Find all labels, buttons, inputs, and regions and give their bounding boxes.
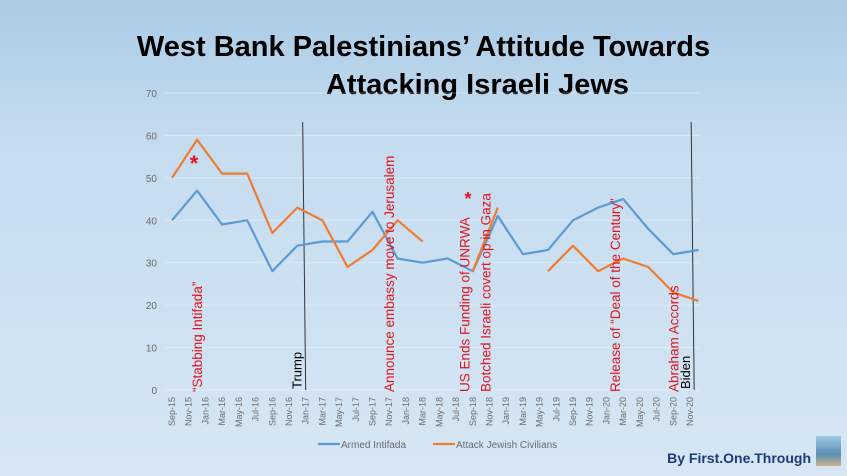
x-tick-label: Nov-17 (384, 397, 394, 426)
annotation-1: Announce embassy move to Jerusalem (382, 156, 397, 392)
y-tick-label: 40 (146, 216, 158, 227)
x-tick-label: May-17 (334, 397, 344, 427)
x-tick-label: Sep-16 (267, 397, 277, 426)
title-line-1: West Bank Palestinians’ Attitude Towards (136, 31, 711, 63)
x-tick-label: Nov-18 (484, 397, 494, 426)
x-tick-label: Nov-20 (685, 397, 695, 426)
x-tick-label: Mar-16 (217, 397, 227, 426)
x-tick-label: May-20 (635, 397, 645, 427)
y-tick-label: 70 (146, 89, 158, 100)
x-tick-label: Nov-19 (585, 397, 595, 426)
y-tick-label: 10 (146, 344, 158, 355)
x-tick-label: Jul-19 (551, 397, 561, 422)
legend-label-0: Armed Intifada (341, 440, 406, 451)
y-tick-label: 20 (146, 301, 158, 312)
event-label-trump: Trump (290, 352, 305, 389)
annotation-2: US Ends Funding of UNRWA (457, 217, 472, 392)
event-line-trump (302, 121, 307, 391)
y-tick-label: 60 (146, 131, 158, 142)
asterisk-marker: * (190, 151, 199, 176)
annotation-4: Release of “Deal of the Century” (608, 198, 623, 392)
x-tick-label: Sep-15 (167, 397, 177, 426)
annotation-0: “Stabbing Intifada” (190, 282, 205, 392)
x-tick-label: Jul-16 (251, 397, 261, 422)
event-line-biden (690, 121, 695, 391)
x-tick-label: Sep-17 (368, 397, 378, 426)
x-tick-label: May-16 (234, 397, 244, 427)
x-tick-label: Nov-15 (184, 397, 194, 426)
x-tick-label: Jan-19 (501, 397, 511, 425)
x-tick-label: May-19 (535, 397, 545, 427)
annotation-5: Abraham Accords (666, 285, 681, 392)
x-tick-label: Sep-20 (668, 397, 678, 426)
y-tick-label: 50 (146, 174, 158, 185)
x-tick-label: Mar-17 (317, 397, 327, 426)
x-tick-label: Jan-16 (200, 397, 210, 425)
x-tick-label: Mar-19 (518, 397, 528, 426)
asterisk-marker: * (464, 189, 471, 209)
y-tick-label: 30 (146, 259, 158, 270)
x-tick-label: Nov-16 (284, 397, 294, 426)
series-line-0 (171, 189, 699, 273)
chart-title: West Bank Palestinians’ Attitude Towards… (0, 28, 847, 104)
x-tick-label: Jan-17 (301, 397, 311, 425)
credit-text: By First.One.Through (667, 450, 811, 466)
x-tick-label: Jul-17 (351, 397, 361, 422)
site-logo (816, 436, 841, 466)
x-tick-label: Jan-20 (601, 397, 611, 425)
x-tick-label: Jan-18 (401, 397, 411, 425)
annotation-3: Botched Israeli covert op in Gaza (478, 193, 493, 392)
legend-label-1: Attack Jewish Civilians (456, 440, 557, 451)
event-label-biden: Biden (678, 356, 693, 389)
y-tick-label: 0 (151, 386, 157, 397)
x-tick-label: Mar-20 (618, 397, 628, 426)
x-tick-label: Sep-19 (568, 397, 578, 426)
x-tick-label: May-18 (434, 397, 444, 427)
title-line-2: Attacking Israeli Jews (325, 69, 630, 101)
x-tick-label: Mar-18 (418, 397, 428, 426)
x-tick-label: Jul-18 (451, 397, 461, 422)
x-tick-label: Jul-20 (652, 397, 662, 422)
x-tick-label: Sep-18 (468, 397, 478, 426)
